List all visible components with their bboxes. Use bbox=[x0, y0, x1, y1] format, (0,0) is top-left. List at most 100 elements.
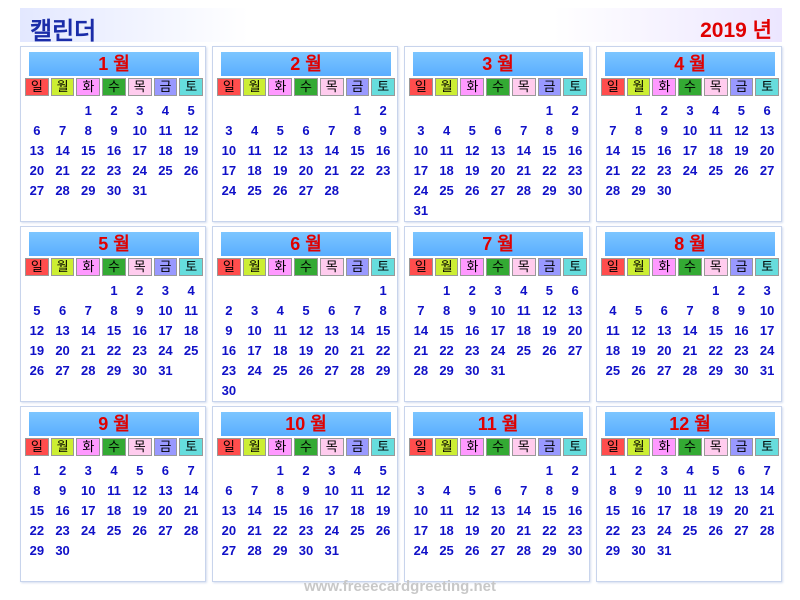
day-cell: 10 bbox=[132, 123, 147, 138]
day-cell: 9 bbox=[571, 483, 579, 498]
day-cell: 15 bbox=[29, 503, 45, 518]
day-cell: 1 bbox=[442, 283, 451, 298]
day-cell: 15 bbox=[542, 143, 557, 158]
day-cell: 8 bbox=[545, 483, 554, 498]
day-cell: 25 bbox=[516, 343, 531, 358]
weekday-label: 토 bbox=[755, 258, 780, 276]
day-cell: 13 bbox=[29, 143, 45, 158]
month-panel: 8 월 일 월 화 수 목 금 토 1 2 3 4 5 6 7 8 9 10 11 12 13 14 15 16 17 18 19 2… bbox=[596, 226, 782, 402]
day-cell: 18 bbox=[247, 163, 262, 178]
day-cell: 24 bbox=[490, 343, 506, 358]
day-cell: 5 bbox=[276, 123, 284, 138]
day-cell: 8 bbox=[442, 303, 451, 318]
day-cell: 19 bbox=[29, 343, 45, 358]
day-cell: 11 bbox=[107, 483, 121, 498]
day-cell: 4 bbox=[712, 103, 720, 118]
day-grid: 1 2 3 4 5 6 7 8 9 10 11 12 13 14 15 16 17 18 19 20 21 22 23 24 2… bbox=[216, 101, 396, 201]
day-cell: 10 bbox=[413, 503, 429, 518]
month-panel: 3 월 일 월 화 수 목 금 토 1 2 3 4 5 6 7 8 9 10 11 12 13 14 15 16 17 18 19 2… bbox=[404, 46, 590, 222]
day-cell: 23 bbox=[375, 163, 391, 178]
weekday-label: 화 bbox=[76, 78, 101, 96]
day-cell: 12 bbox=[465, 503, 480, 518]
month-panel: 9 월 일 월 화 수 목 금 토 1 2 3 4 5 6 7 8 9 10 11 12 13 14 15 16 17 18 19 2… bbox=[20, 406, 206, 582]
weekday-label: 목 bbox=[511, 438, 536, 456]
day-cell: 29 bbox=[375, 363, 391, 378]
weekday-label: 화 bbox=[652, 438, 677, 456]
weekday-label: 수 bbox=[102, 78, 126, 96]
day-cell: 27 bbox=[29, 183, 45, 198]
weekday-label: 화 bbox=[76, 438, 101, 456]
day-grid: 1 2 3 4 5 6 7 8 9 10 11 12 13 14 15 16 17 18 19 20 21 22 23 24 2… bbox=[600, 461, 780, 561]
weekday-label: 목 bbox=[703, 438, 728, 456]
empty-day-cell bbox=[75, 281, 101, 301]
day-cell: 21 bbox=[324, 163, 339, 178]
weekday-label: 일 bbox=[25, 78, 49, 96]
day-cell: 7 bbox=[686, 303, 694, 318]
day-cell: 9 bbox=[468, 303, 476, 318]
weekday-label: 화 bbox=[268, 438, 293, 456]
day-cell: 5 bbox=[302, 303, 310, 318]
day-cell: 9 bbox=[110, 123, 118, 138]
empty-day-cell bbox=[600, 101, 626, 121]
day-cell: 24 bbox=[682, 163, 698, 178]
day-cell: 20 bbox=[55, 343, 70, 358]
weekday-label: 수 bbox=[678, 258, 702, 276]
day-grid: 1 2 3 4 5 6 7 8 9 10 11 12 13 14 15 16 17 18 19 20 21 22 23 24 2… bbox=[408, 101, 588, 221]
day-cell: 6 bbox=[33, 123, 41, 138]
day-cell: 10 bbox=[413, 143, 429, 158]
day-cell: 16 bbox=[221, 343, 237, 358]
weekday-label: 토 bbox=[371, 438, 396, 456]
day-cell: 15 bbox=[81, 143, 96, 158]
weekday-label: 수 bbox=[486, 78, 510, 96]
day-cell: 14 bbox=[324, 143, 339, 158]
day-cell: 28 bbox=[413, 363, 429, 378]
month-title: 10 월 bbox=[221, 412, 391, 436]
day-cell: 7 bbox=[520, 483, 528, 498]
weekday-label: 목 bbox=[127, 78, 152, 96]
day-cell: 9 bbox=[634, 483, 643, 498]
day-cell: 26 bbox=[465, 183, 480, 198]
day-cell: 1 bbox=[84, 103, 92, 118]
day-cell: 5 bbox=[187, 103, 195, 118]
day-cell: 13 bbox=[567, 303, 583, 318]
weekday-label: 일 bbox=[601, 438, 625, 456]
day-cell: 8 bbox=[33, 483, 41, 498]
day-cell: 16 bbox=[298, 503, 314, 518]
day-cell: 23 bbox=[132, 343, 147, 358]
day-cell: 25 bbox=[682, 523, 698, 538]
day-cell: 24 bbox=[413, 183, 429, 198]
day-cell: 2 bbox=[634, 463, 643, 478]
day-cell: 25 bbox=[106, 523, 122, 538]
day-cell: 7 bbox=[84, 303, 92, 318]
day-cell: 4 bbox=[161, 103, 170, 118]
empty-day-cell bbox=[408, 281, 434, 301]
day-cell: 23 bbox=[221, 363, 237, 378]
day-cell: 14 bbox=[81, 323, 96, 338]
day-cell: 5 bbox=[33, 303, 41, 318]
day-cell: 28 bbox=[247, 543, 262, 558]
day-cell: 29 bbox=[631, 183, 646, 198]
day-cell: 31 bbox=[657, 543, 672, 558]
day-cell: 16 bbox=[375, 143, 391, 158]
day-cell: 21 bbox=[682, 343, 698, 358]
day-cell: 3 bbox=[494, 283, 502, 298]
weekday-label: 월 bbox=[434, 438, 459, 456]
weekday-label: 월 bbox=[434, 258, 459, 276]
day-cell: 31 bbox=[324, 543, 339, 558]
day-cell: 11 bbox=[439, 503, 454, 518]
day-cell: 24 bbox=[324, 523, 339, 538]
calendar-header: 캘린더 2019 년 bbox=[20, 8, 782, 45]
day-cell: 6 bbox=[763, 103, 771, 118]
empty-day-cell bbox=[216, 461, 242, 481]
day-cell: 14 bbox=[413, 323, 429, 338]
day-cell: 17 bbox=[490, 323, 506, 338]
day-cell: 3 bbox=[763, 283, 771, 298]
day-cell: 7 bbox=[58, 123, 67, 138]
empty-day-cell bbox=[511, 101, 537, 121]
day-cell: 25 bbox=[439, 183, 454, 198]
day-cell: 20 bbox=[657, 343, 672, 358]
day-cell: 21 bbox=[183, 503, 199, 518]
day-cell: 2 bbox=[136, 283, 144, 298]
